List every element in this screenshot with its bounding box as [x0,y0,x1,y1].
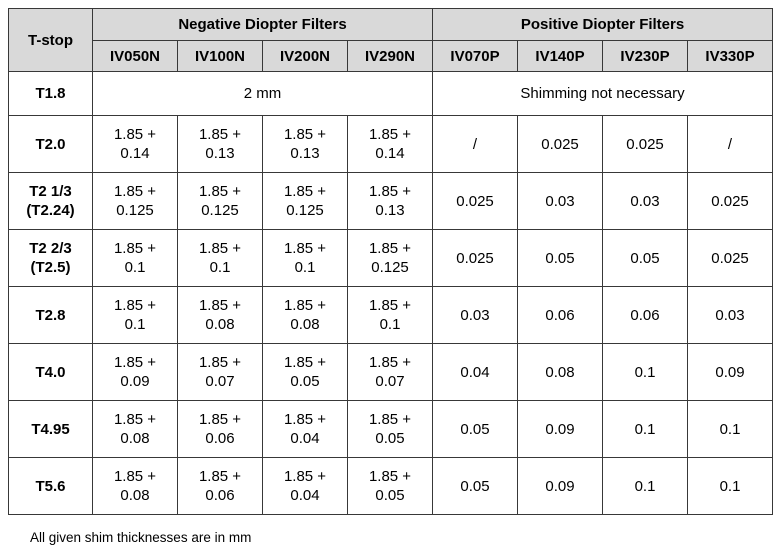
data-cell: 0.06 [517,286,604,344]
data-cell: / [432,115,519,173]
data-cell: 1.85 + 0.05 [346,400,434,458]
data-cell: 1.85 + 0.13 [262,115,348,173]
data-cell: 1.85 + 0.08 [262,286,348,344]
data-cell: 0.1 [687,400,774,458]
table-row-t1-8: T1.8 2 mm Shimming not necessary [8,71,774,116]
row-header-t1-8: T1.8 [8,71,93,116]
data-cell: 0.025 [687,229,774,287]
data-cell: 1.85 + 0.13 [177,115,263,173]
shim-thickness-table: T-stop Negative Diopter Filters Positive… [8,8,774,515]
row-header-t4-95: T4.95 [8,400,93,458]
group-header-negative-diopter: Negative Diopter Filters [91,8,434,41]
column-header-iv070p: IV070P [432,40,519,72]
data-cell: 1.85 + 0.08 [92,457,178,515]
group-header-positive-diopter: Positive Diopter Filters [432,8,774,41]
data-cell: 1.85 + 0.05 [262,343,348,401]
row-header-t2-2-3: T2 2/3 (T2.5) [8,229,93,287]
data-cell: 0.04 [432,343,519,401]
data-cell: 1.85 + 0.1 [346,286,434,344]
cell-t1-8-negative: 2 mm [91,71,434,116]
column-header-iv200n: IV200N [262,40,348,72]
data-cell: 1.85 + 0.125 [92,172,178,230]
data-cell: 1.85 + 0.07 [177,343,263,401]
row-header-t2-8: T2.8 [8,286,93,344]
cell-t1-8-positive: Shimming not necessary [432,71,774,116]
column-header-iv330p: IV330P [687,40,774,72]
table-row-t4-0: T4.0 1.85 + 0.09 1.85 + 0.07 1.85 + 0.05… [8,343,774,401]
data-cell: 0.03 [517,172,604,230]
data-cell: 0.03 [687,286,774,344]
group-header-row: T-stop Negative Diopter Filters Positive… [8,8,774,72]
table-row-t2-8: T2.8 1.85 + 0.1 1.85 + 0.08 1.85 + 0.08 … [8,286,774,344]
data-cell: 0.025 [432,172,519,230]
row-header-t4-0: T4.0 [8,343,93,401]
table-row-t5-6: T5.6 1.85 + 0.08 1.85 + 0.06 1.85 + 0.04… [8,457,774,515]
table-row-t2-0: T2.0 1.85 + 0.14 1.85 + 0.13 1.85 + 0.13… [8,115,774,173]
data-cell: 1.85 + 0.14 [346,115,434,173]
data-cell: 0.03 [432,286,519,344]
data-cell: 0.05 [602,229,689,287]
data-cell: 0.1 [602,457,689,515]
data-cell: 0.025 [687,172,774,230]
data-cell: 1.85 + 0.125 [346,229,434,287]
data-cell: 0.1 [687,457,774,515]
table-row-t2-1-3: T2 1/3 (T2.24) 1.85 + 0.125 1.85 + 0.125… [8,172,774,230]
filter-header-row: IV050N IV100N IV200N IV290N IV070P IV140… [9,40,774,72]
column-header-iv100n: IV100N [177,40,263,72]
data-cell: 0.025 [517,115,604,173]
data-cell: 1.85 + 0.05 [346,457,434,515]
data-cell: 0.09 [687,343,774,401]
data-cell: 0.09 [517,457,604,515]
footnote: All given shim thicknesses are in mm [30,530,252,545]
data-cell: 0.08 [517,343,604,401]
table-row-t2-2-3: T2 2/3 (T2.5) 1.85 + 0.1 1.85 + 0.1 1.85… [8,229,774,287]
data-cell: 1.85 + 0.14 [92,115,178,173]
data-cell: 1.85 + 0.1 [92,286,178,344]
row-header-t2-1-3: T2 1/3 (T2.24) [8,172,93,230]
data-cell: 0.03 [602,172,689,230]
data-cell: 1.85 + 0.125 [262,172,348,230]
data-cell: 1.85 + 0.08 [177,286,263,344]
data-cell: 1.85 + 0.1 [92,229,178,287]
column-header-iv230p: IV230P [602,40,689,72]
data-cell: 1.85 + 0.125 [177,172,263,230]
data-cell: 1.85 + 0.07 [346,343,434,401]
data-cell: 1.85 + 0.06 [177,457,263,515]
data-cell: 0.1 [602,400,689,458]
data-cell: 0.05 [432,457,519,515]
column-header-iv140p: IV140P [517,40,604,72]
column-header-iv290n: IV290N [346,40,434,72]
data-cell: 0.025 [602,115,689,173]
column-header-t-stop: T-stop [8,8,93,72]
data-cell: 1.85 + 0.04 [262,457,348,515]
data-cell: 0.05 [432,400,519,458]
row-header-t5-6: T5.6 [8,457,93,515]
data-cell: / [687,115,774,173]
data-cell: 1.85 + 0.13 [346,172,434,230]
data-cell: 1.85 + 0.04 [262,400,348,458]
data-cell: 0.05 [517,229,604,287]
data-cell: 0.06 [602,286,689,344]
data-cell: 1.85 + 0.1 [177,229,263,287]
data-cell: 1.85 + 0.1 [262,229,348,287]
table-row-t4-95: T4.95 1.85 + 0.08 1.85 + 0.06 1.85 + 0.0… [8,400,774,458]
data-cell: 1.85 + 0.08 [92,400,178,458]
data-cell: 0.025 [432,229,519,287]
data-cell: 1.85 + 0.06 [177,400,263,458]
data-cell: 1.85 + 0.09 [92,343,178,401]
data-cell: 0.1 [602,343,689,401]
column-header-iv050n: IV050N [92,40,178,72]
row-header-t2-0: T2.0 [8,115,93,173]
data-cell: 0.09 [517,400,604,458]
